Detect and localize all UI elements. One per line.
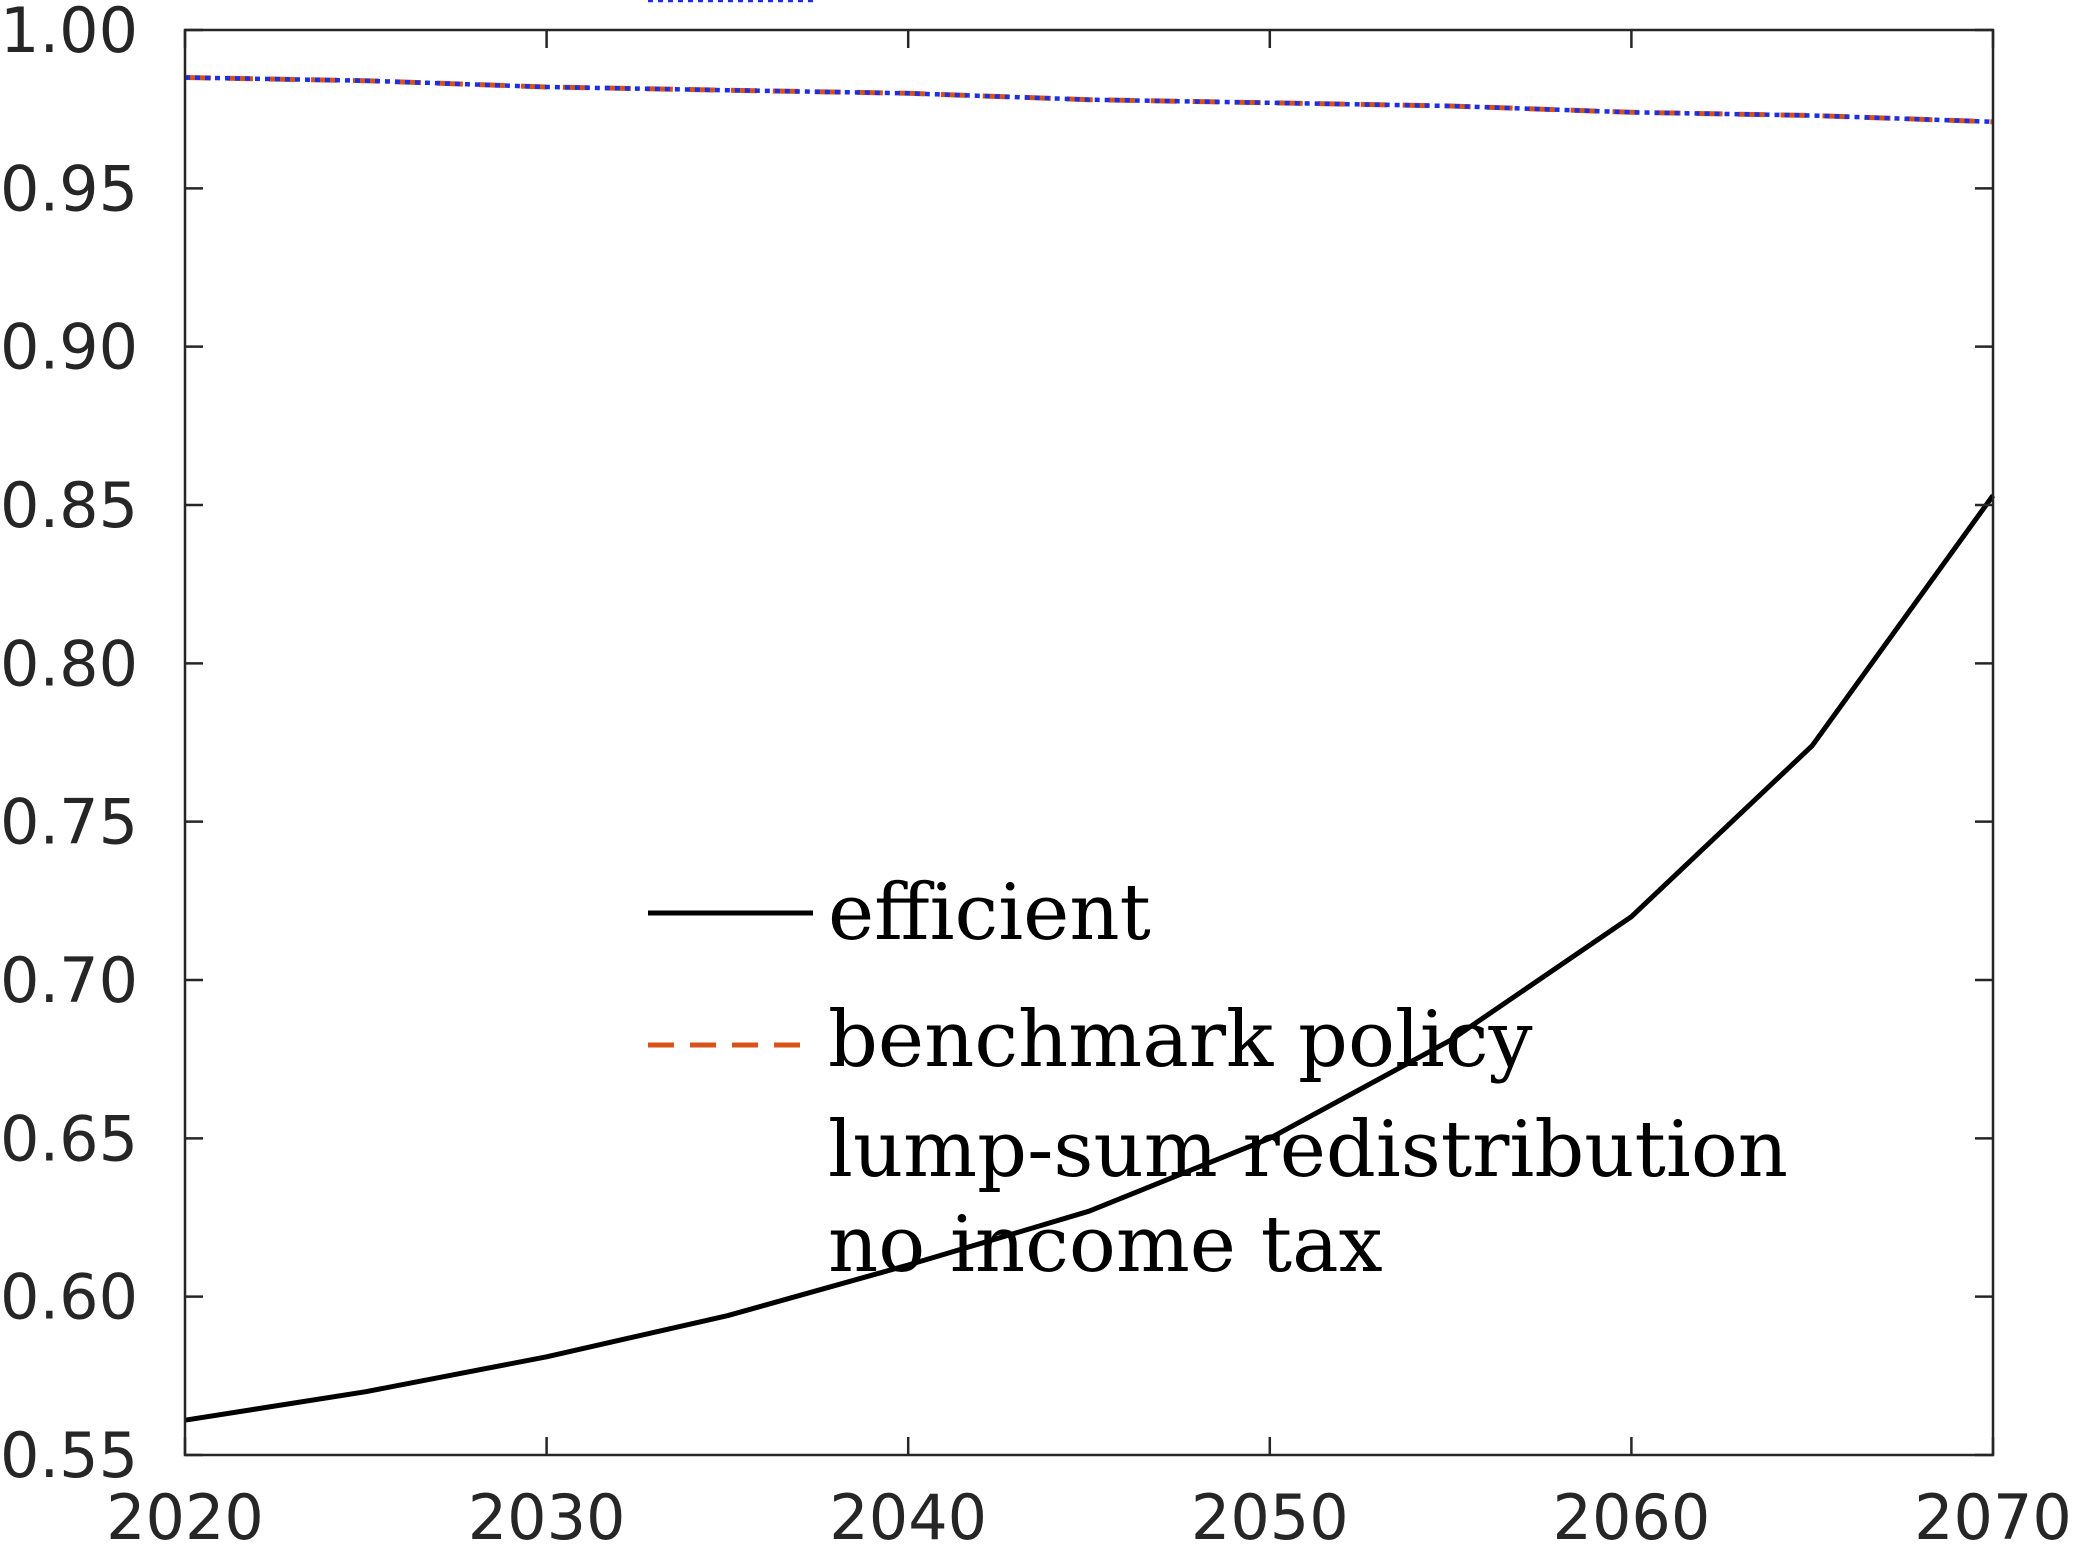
legend: efficient benchmark policy lump-sum redist… xyxy=(648,0,1788,1290)
y-tick-label: 1.00 xyxy=(0,0,138,67)
axes-box xyxy=(183,28,1995,1457)
x-tick-label: 2060 xyxy=(1553,1481,1711,1554)
y-tick-label: 0.70 xyxy=(0,944,138,1017)
x-tick-label: 2020 xyxy=(106,1481,264,1554)
x-tick-label: 2050 xyxy=(1191,1481,1349,1554)
y-tick-label: 0.65 xyxy=(0,1102,138,1175)
plot-area xyxy=(185,30,1993,1455)
series-layer xyxy=(184,75,1996,1423)
legend-label-2: lump-sum redistribution xyxy=(828,1105,1788,1195)
legend-label-1: benchmark policy xyxy=(828,995,1533,1085)
y-tick-label: 0.95 xyxy=(0,152,138,225)
plot-background xyxy=(185,30,1993,1455)
x-tick-label: 2070 xyxy=(1914,1481,2072,1554)
y-tick-label: 0.55 xyxy=(0,1419,138,1492)
x-tick-label: 2030 xyxy=(468,1481,626,1554)
legend-label-3: no income tax xyxy=(828,1200,1383,1290)
y-tick-label: 0.60 xyxy=(0,1261,138,1334)
legend-label-0: efficient xyxy=(828,868,1151,958)
series-line-2 xyxy=(184,75,1994,125)
y-tick-label: 0.90 xyxy=(0,311,138,384)
y-tick-label: 0.80 xyxy=(0,627,138,700)
x-tick-label: 2040 xyxy=(829,1481,987,1554)
y-tick-label: 0.85 xyxy=(0,469,138,542)
series-line-0 xyxy=(184,494,1996,1423)
y-tick-label: 0.75 xyxy=(0,786,138,859)
